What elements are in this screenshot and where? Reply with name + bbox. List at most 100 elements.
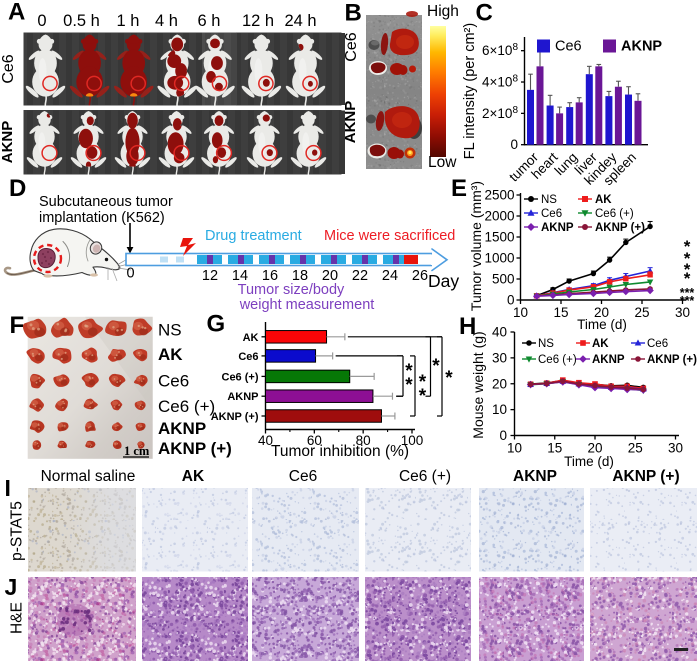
svg-text:Ce6: Ce6 — [158, 372, 189, 391]
svg-text:60: 60 — [307, 433, 322, 448]
svg-text:Tumor volume (mm³): Tumor volume (mm³) — [468, 181, 484, 311]
svg-text:1000: 1000 — [484, 251, 514, 266]
svg-text:10: 10 — [492, 402, 507, 417]
svg-text:0: 0 — [510, 137, 518, 152]
svg-text:1 h: 1 h — [117, 12, 140, 30]
svg-text:4×108: 4×108 — [482, 74, 518, 90]
svg-text:15: 15 — [553, 305, 568, 320]
svg-text:AKNP (+): AKNP (+) — [211, 411, 259, 423]
svg-text:2000: 2000 — [484, 209, 514, 224]
svg-text:25: 25 — [628, 441, 643, 456]
svg-text:G: G — [207, 311, 226, 338]
svg-text:*: * — [405, 375, 413, 396]
svg-text:Ce6 (+): Ce6 (+) — [399, 468, 451, 485]
svg-text:AK: AK — [592, 338, 609, 350]
svg-text:12 h: 12 h — [242, 12, 274, 30]
svg-text:Ce6: Ce6 — [0, 54, 17, 83]
svg-text:Ce6: Ce6 — [343, 32, 360, 61]
svg-text:AKNP: AKNP — [621, 39, 662, 55]
svg-text:J: J — [5, 574, 18, 600]
svg-text:B: B — [345, 0, 362, 27]
svg-text:C: C — [476, 0, 493, 27]
svg-text:*: * — [405, 361, 413, 382]
svg-text:weight measurement: weight measurement — [239, 297, 375, 313]
svg-text:2500: 2500 — [484, 188, 514, 203]
svg-text:15: 15 — [547, 441, 562, 456]
svg-text:Day: Day — [428, 271, 459, 291]
svg-text:Ce6: Ce6 — [555, 39, 582, 55]
svg-text:Ce6 (+): Ce6 (+) — [538, 354, 577, 366]
svg-text:*: * — [684, 237, 691, 256]
svg-text:22: 22 — [352, 268, 368, 284]
svg-text:Mice were sacrificed: Mice were sacrificed — [324, 228, 455, 244]
svg-text:500: 500 — [492, 272, 515, 287]
svg-text:24: 24 — [382, 268, 398, 284]
svg-text:2×108: 2×108 — [482, 105, 518, 121]
svg-text:0: 0 — [499, 428, 507, 443]
svg-text:Time (d): Time (d) — [577, 317, 627, 332]
svg-text:12: 12 — [202, 268, 218, 284]
svg-text:4 h: 4 h — [155, 12, 178, 30]
svg-text:AK: AK — [182, 468, 205, 485]
svg-text:30: 30 — [675, 305, 690, 320]
svg-text:FL intensity (per cm²): FL intensity (per cm²) — [462, 23, 478, 159]
svg-text:Tumor size/body: Tumor size/body — [238, 282, 345, 298]
svg-text:40: 40 — [492, 325, 507, 340]
svg-text:Ce6: Ce6 — [238, 351, 258, 363]
svg-text:80: 80 — [356, 433, 371, 448]
svg-text:NS: NS — [538, 338, 554, 350]
svg-text:Tumor inhibition (%): Tumor inhibition (%) — [271, 443, 409, 460]
svg-text:H: H — [459, 313, 476, 340]
svg-text:AKNP: AKNP — [513, 468, 557, 485]
svg-text:AK: AK — [243, 332, 259, 344]
svg-text:40: 40 — [258, 433, 273, 448]
svg-text:24 h: 24 h — [284, 12, 316, 30]
svg-text:1 cm: 1 cm — [124, 444, 150, 458]
svg-text:E: E — [451, 175, 467, 202]
svg-text:Ce6: Ce6 — [289, 468, 317, 485]
svg-text:AKNP: AKNP — [592, 354, 625, 366]
svg-text:10: 10 — [507, 441, 522, 456]
svg-text:6×108: 6×108 — [482, 42, 518, 58]
svg-text:AKNP (+): AKNP (+) — [612, 468, 679, 485]
svg-text:AK: AK — [595, 194, 612, 206]
svg-text:30: 30 — [492, 350, 507, 365]
svg-text:Subcutaneous tumor: Subcutaneous tumor — [39, 194, 173, 210]
svg-text:H&E: H&E — [9, 602, 26, 634]
svg-text:Ce6: Ce6 — [541, 208, 562, 220]
svg-text:AKNP: AKNP — [158, 419, 206, 438]
svg-text:18: 18 — [292, 268, 308, 284]
svg-text:0: 0 — [507, 293, 515, 308]
svg-text:F: F — [10, 312, 25, 339]
svg-text:*: * — [432, 356, 440, 377]
svg-text:26: 26 — [412, 268, 428, 284]
svg-text:*: * — [419, 372, 427, 393]
svg-text:*: * — [684, 249, 691, 268]
svg-text:10: 10 — [513, 305, 528, 320]
svg-text:*: * — [684, 269, 691, 288]
svg-text:20: 20 — [492, 376, 507, 391]
svg-text:High: High — [427, 3, 459, 20]
svg-text:Ce6: Ce6 — [647, 338, 668, 350]
svg-text:Ce6 (+): Ce6 (+) — [222, 371, 259, 383]
svg-text:100: 100 — [401, 433, 424, 448]
svg-text:Drug treatment: Drug treatment — [205, 228, 302, 244]
svg-text:16: 16 — [262, 268, 278, 284]
svg-text:20: 20 — [587, 441, 602, 456]
svg-text:AKNP (+): AKNP (+) — [595, 222, 645, 234]
svg-text:AKNP (+): AKNP (+) — [647, 354, 697, 366]
svg-text:AKNP (+): AKNP (+) — [158, 439, 232, 458]
svg-text:A: A — [8, 0, 25, 26]
svg-text:6 h: 6 h — [198, 12, 221, 30]
svg-text:Time (d): Time (d) — [564, 454, 614, 469]
svg-text:Normal saline: Normal saline — [41, 468, 136, 485]
svg-text:AKNP: AKNP — [541, 222, 574, 234]
svg-text:implantation (K562): implantation (K562) — [39, 210, 165, 226]
svg-text:Ce6 (+): Ce6 (+) — [158, 397, 215, 416]
svg-text:25: 25 — [634, 305, 649, 320]
svg-text:NS: NS — [541, 194, 557, 206]
svg-text:AK: AK — [158, 345, 183, 364]
svg-text:AKNP: AKNP — [0, 121, 16, 164]
svg-text:*: * — [419, 386, 427, 407]
svg-text:AKNP: AKNP — [342, 101, 359, 144]
